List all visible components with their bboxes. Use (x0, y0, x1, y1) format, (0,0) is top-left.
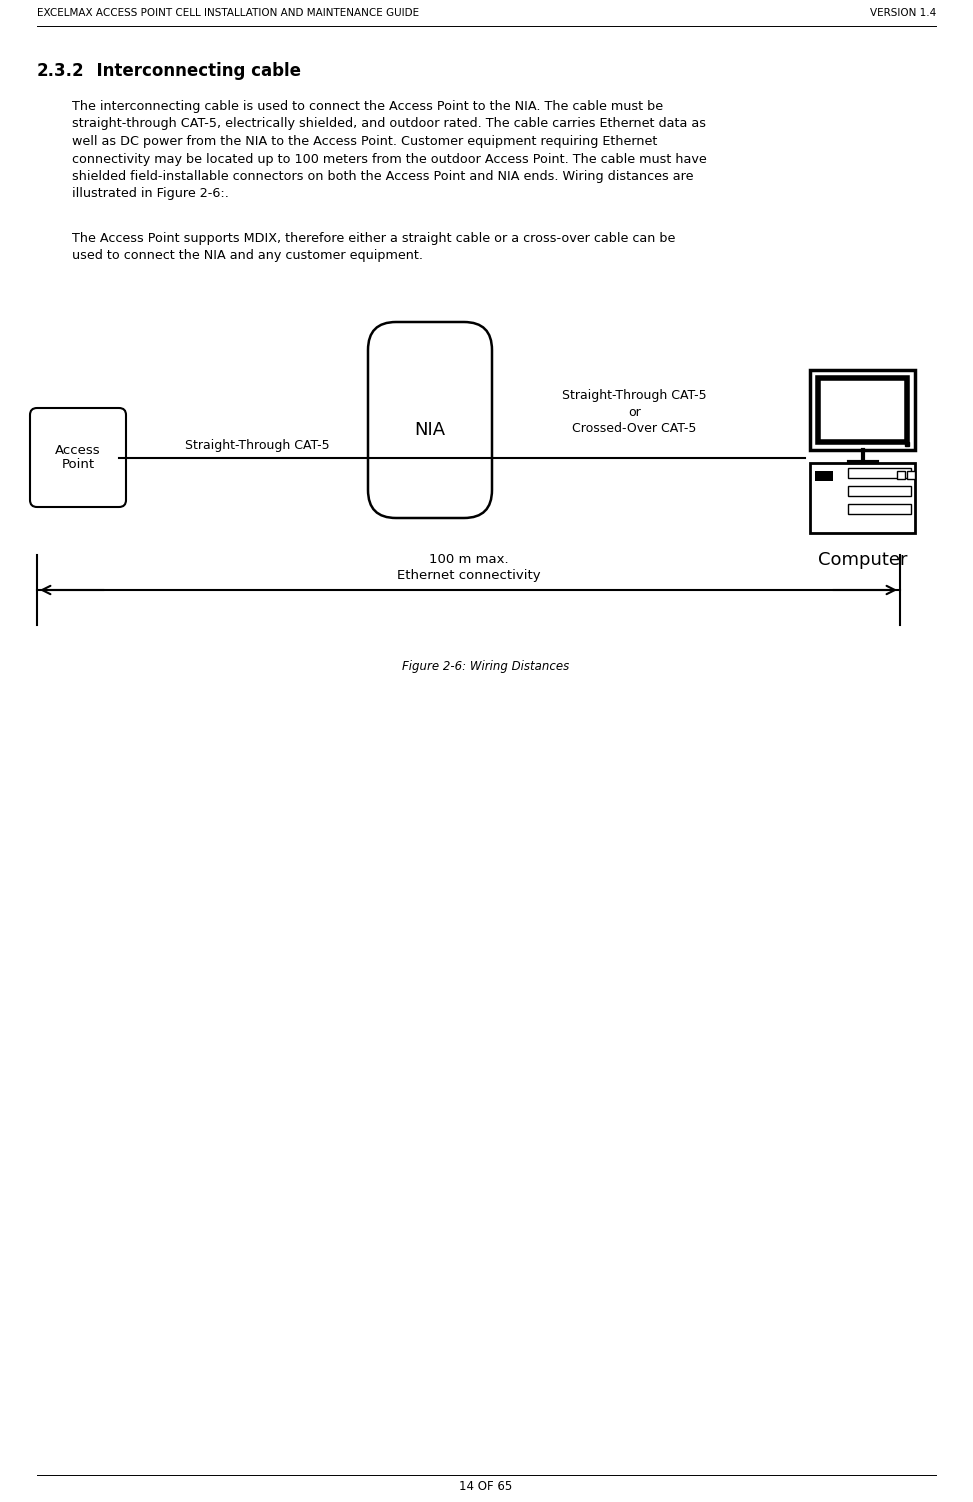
Text: EXCELMAX ACCESS POINT CELL INSTALLATION AND MAINTENANCE GUIDE: EXCELMAX ACCESS POINT CELL INSTALLATION … (37, 8, 419, 18)
Bar (815, 472, 833, 481)
Text: Computer: Computer (817, 551, 907, 569)
Text: The interconnecting cable is used to connect the Access Point to the NIA. The ca: The interconnecting cable is used to con… (72, 101, 706, 200)
Bar (848, 487, 911, 496)
Text: VERSION 1.4: VERSION 1.4 (870, 8, 936, 18)
Text: Interconnecting cable: Interconnecting cable (85, 62, 301, 80)
Bar (818, 379, 907, 442)
Text: NIA: NIA (414, 421, 446, 439)
Text: Access
Point: Access Point (55, 443, 101, 472)
FancyBboxPatch shape (30, 409, 126, 508)
Bar (810, 369, 915, 451)
Text: Figure 2-6: Wiring Distances: Figure 2-6: Wiring Distances (403, 659, 569, 673)
Text: Straight-Through CAT-5
or
Crossed-Over CAT-5: Straight-Through CAT-5 or Crossed-Over C… (562, 389, 706, 436)
Bar (824, 385, 901, 436)
Text: The Access Point supports MDIX, therefore either a straight cable or a cross-ove: The Access Point supports MDIX, therefor… (72, 231, 675, 263)
FancyBboxPatch shape (368, 321, 492, 518)
Text: 100 m max.
Ethernet connectivity: 100 m max. Ethernet connectivity (397, 553, 540, 581)
Bar (848, 469, 911, 478)
Text: Straight-Through CAT-5: Straight-Through CAT-5 (185, 439, 330, 452)
Text: 14 OF 65: 14 OF 65 (459, 1479, 513, 1493)
Bar (810, 463, 915, 533)
Bar (897, 472, 905, 479)
Bar (907, 472, 915, 479)
Text: 2.3.2: 2.3.2 (37, 62, 85, 80)
Bar (848, 505, 911, 514)
